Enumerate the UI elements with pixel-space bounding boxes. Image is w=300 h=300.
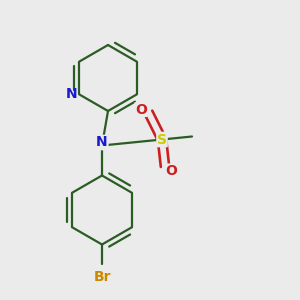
Text: O: O xyxy=(165,164,177,178)
Text: N: N xyxy=(96,136,108,149)
Text: Br: Br xyxy=(93,270,111,284)
Text: N: N xyxy=(66,88,78,101)
Text: S: S xyxy=(157,133,167,146)
Text: O: O xyxy=(135,103,147,116)
